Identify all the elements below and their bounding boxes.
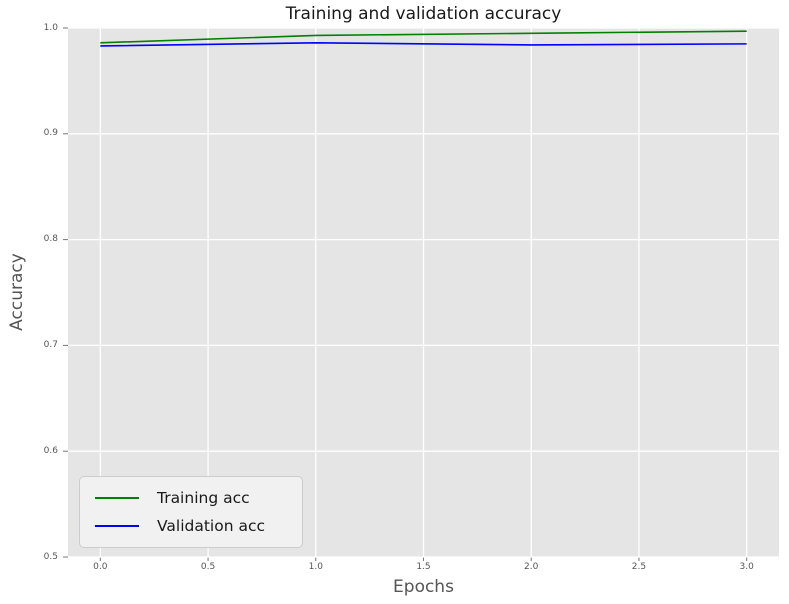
y-tick-label: 0.6	[43, 445, 58, 456]
legend-item-validation: Validation acc	[88, 517, 288, 535]
y-tick-label: 0.7	[43, 339, 58, 350]
legend-item-training: Training acc	[88, 489, 288, 507]
series-line-0	[100, 30, 747, 44]
x-tick-label: 1.5	[416, 562, 431, 572]
y-tick-label: 0.5	[43, 551, 58, 562]
y-tick-label: 0.9	[43, 128, 58, 139]
x-tick-label: 0.0	[93, 562, 108, 572]
x-tick-label: 1.0	[308, 562, 323, 572]
chart-title: Training and validation accuracy	[285, 4, 562, 24]
training-line-swatch	[95, 497, 139, 499]
x-tick-label: 0.5	[200, 562, 216, 572]
series-line-1	[100, 42, 747, 47]
x-tick-label: 2.5	[631, 562, 647, 572]
x-axis-tick-labels: 0.0 0.5 1.0 1.5 2.0 2.5 3.0	[68, 562, 779, 576]
legend-label-training: Training acc	[157, 489, 250, 507]
y-axis-tick-labels: 0.5 0.6 0.7 0.8 0.9 1.0	[0, 23, 58, 562]
x-tick-label: 3.0	[739, 562, 754, 572]
y-tick-label: 0.8	[43, 234, 58, 245]
plot-svg	[63, 27, 779, 561]
validation-line-swatch	[95, 525, 139, 527]
x-tick-label: 2.0	[524, 562, 539, 572]
legend: Training acc Validation acc	[79, 476, 303, 548]
y-tick-label: 1.0	[43, 22, 58, 33]
x-axis-label: Epochs	[393, 577, 454, 597]
plot-area: Training acc Validation acc	[63, 27, 779, 561]
legend-label-validation: Validation acc	[157, 517, 266, 535]
